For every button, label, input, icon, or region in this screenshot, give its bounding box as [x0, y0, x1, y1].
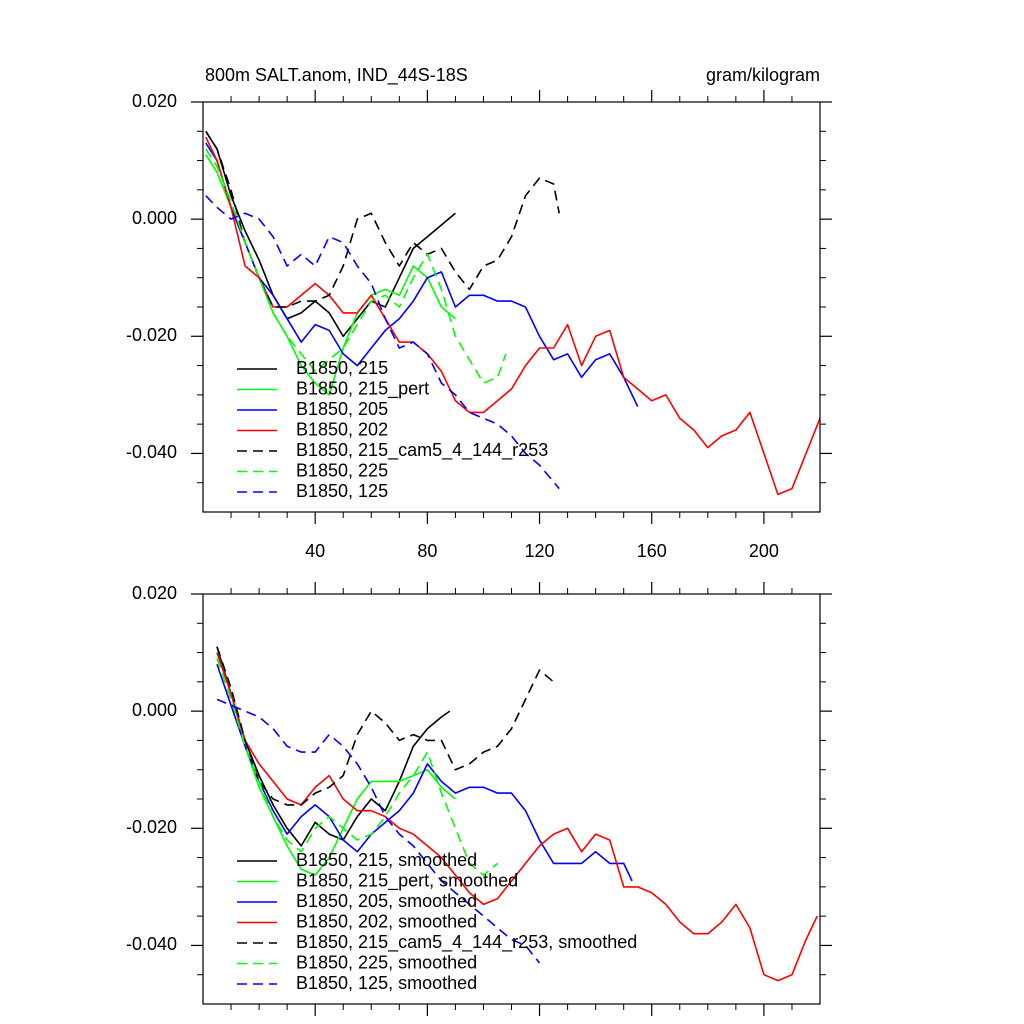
y-tick-label: -0.040 — [126, 442, 177, 462]
series-line — [205, 142, 639, 407]
legend-label: B1850, 225 — [296, 460, 388, 480]
y-tick-label: 0.020 — [132, 91, 177, 111]
series-line — [205, 130, 456, 338]
x-tick-label: 40 — [305, 541, 325, 561]
y-tick-label: 0.020 — [132, 583, 177, 603]
legend-label: B1850, 215_pert, smoothed — [296, 870, 518, 891]
x-tick-label: 160 — [637, 541, 667, 561]
units-label: gram/kilogram — [706, 65, 820, 85]
x-tick-label: 80 — [417, 541, 437, 561]
legend-label: B1850, 202 — [296, 419, 388, 439]
legend-label: B1850, 205 — [296, 399, 388, 419]
legend-label: B1850, 215, smoothed — [296, 850, 477, 870]
y-tick-label: -0.020 — [126, 817, 177, 837]
series-line — [205, 148, 507, 384]
legend-label: B1850, 125, smoothed — [296, 973, 477, 993]
y-tick-label: 0.000 — [132, 208, 177, 228]
series-line — [205, 136, 821, 496]
y-tick-label: -0.040 — [126, 934, 177, 954]
legend-label: B1850, 225, smoothed — [296, 952, 477, 972]
y-tick-label: -0.020 — [126, 325, 177, 345]
legend-label: B1850, 125 — [296, 481, 388, 501]
x-tick-label: 200 — [749, 541, 779, 561]
y-tick-label: 0.000 — [132, 700, 177, 720]
series-line — [216, 646, 451, 847]
legend-label: B1850, 202, smoothed — [296, 911, 477, 931]
x-tick-label: 120 — [525, 541, 555, 561]
series-line — [216, 652, 818, 982]
legend-label: B1850, 215 — [296, 358, 388, 378]
chart-title: 800m SALT.anom, IND_44S-18S — [205, 65, 468, 86]
legend-label: B1850, 215_pert — [296, 378, 429, 399]
series-line — [216, 646, 555, 806]
legend-label: B1850, 205, smoothed — [296, 891, 477, 911]
series-line — [216, 664, 633, 882]
series-line — [205, 195, 560, 490]
legend-label: B1850, 215_cam5_4_144_r253, smoothed — [296, 932, 637, 953]
legend-label: B1850, 215_cam5_4_144_r253 — [296, 440, 548, 461]
series-line — [216, 658, 499, 876]
series-line — [216, 652, 456, 876]
